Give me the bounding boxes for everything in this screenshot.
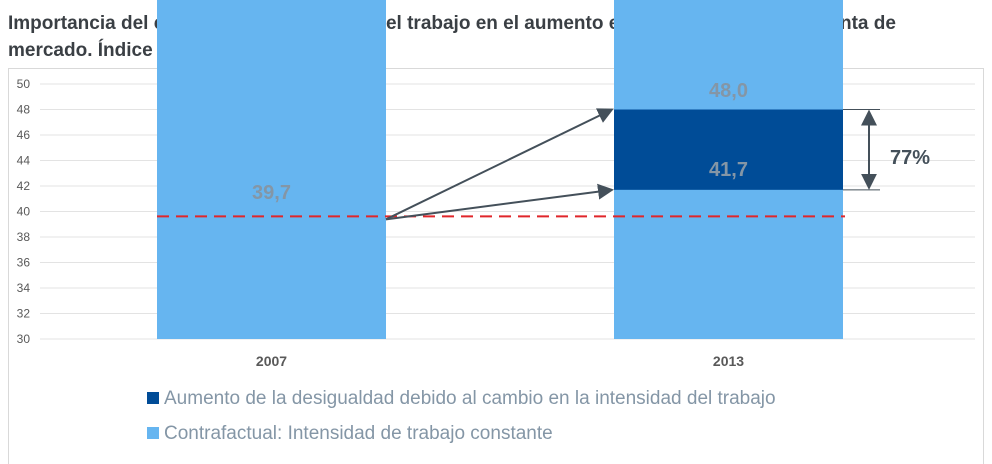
bar (157, 0, 386, 339)
data-label: 41,7 (709, 159, 748, 181)
chart-border (8, 68, 984, 464)
arrow (385, 108, 614, 221)
y-tick-label: 40 (17, 205, 31, 219)
y-tick-label: 38 (17, 230, 31, 244)
y-tick-label: 30 (17, 332, 31, 346)
y-tick-label: 46 (17, 128, 31, 142)
y-tick-label: 42 (17, 179, 31, 193)
x-tick-label: 2007 (256, 353, 287, 369)
y-tick-label: 44 (17, 154, 31, 168)
data-label: 48,0 (709, 80, 748, 102)
y-tick-label: 48 (17, 103, 31, 117)
x-tick-label: 2013 (713, 353, 744, 369)
legend-swatch (147, 427, 159, 439)
legend-label: Contrafactual: Intensidad de trabajo con… (164, 423, 553, 444)
arrow (385, 183, 614, 221)
annotation-percent: 77% (890, 147, 930, 169)
legend-swatch (147, 392, 159, 404)
bar (614, 109, 843, 190)
y-tick-label: 34 (17, 281, 31, 295)
y-tick-label: 32 (17, 307, 31, 321)
y-tick-label: 50 (17, 77, 31, 91)
data-label: 39,7 (252, 182, 291, 204)
y-tick-label: 36 (17, 256, 31, 270)
legend-label: Aumento de la desigualdad debido al camb… (164, 388, 776, 409)
